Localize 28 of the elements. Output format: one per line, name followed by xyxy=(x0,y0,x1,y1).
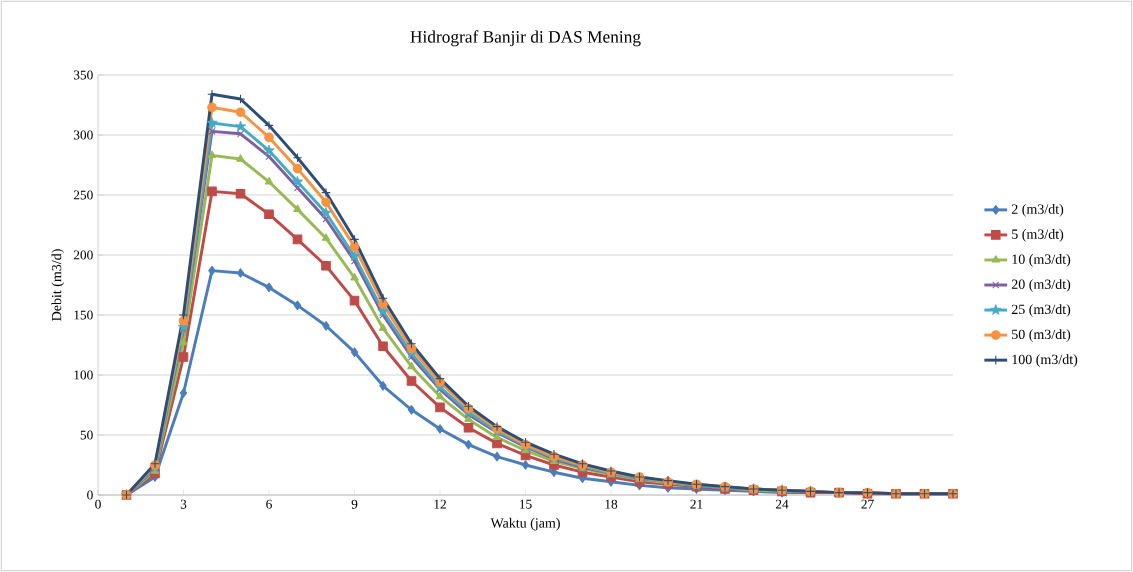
legend-label: 20 (m3/dt) xyxy=(1011,279,1071,292)
x-tick-label: 6 xyxy=(266,499,272,509)
x-tick-label: 18 xyxy=(605,499,618,509)
x-tick-label: 0 xyxy=(95,499,101,509)
x-tick-label: 27 xyxy=(861,499,874,509)
y-tick-label: 50 xyxy=(80,430,93,440)
legend-label: 100 (m3/dt) xyxy=(1012,354,1078,367)
chart-title: Hidrograf Banjir di DAS Mening xyxy=(410,30,641,47)
y-tick-label: 200 xyxy=(73,250,93,260)
y-axis-title: Debit (m3/d) xyxy=(51,249,65,321)
x-tick-label: 15 xyxy=(520,499,532,509)
legend-label: 5 (m3/dt) xyxy=(1012,229,1064,242)
legend-label: 10 (m3/dt) xyxy=(1012,254,1071,267)
y-tick-label: 100 xyxy=(74,370,93,380)
x-tick-label: 12 xyxy=(434,499,446,509)
legend-label: 25 (m3/dt) xyxy=(1011,304,1071,317)
y-tick-label: 300 xyxy=(73,130,93,140)
y-tick-label: 0 xyxy=(87,490,93,500)
legend-label: 2 (m3/dt) xyxy=(1011,204,1064,217)
y-tick-label: 350 xyxy=(73,70,93,80)
y-tick-label: 150 xyxy=(74,310,93,320)
x-tick-label: 9 xyxy=(351,499,358,509)
y-tick-label: 250 xyxy=(73,190,93,200)
x-tick-label: 3 xyxy=(180,499,187,509)
x-tick-label: 24 xyxy=(775,499,789,509)
legend-label: 50 (m3/dt) xyxy=(1012,329,1071,342)
x-axis-title: Waktu (jam) xyxy=(490,517,560,531)
x-tick-label: 21 xyxy=(690,499,703,509)
